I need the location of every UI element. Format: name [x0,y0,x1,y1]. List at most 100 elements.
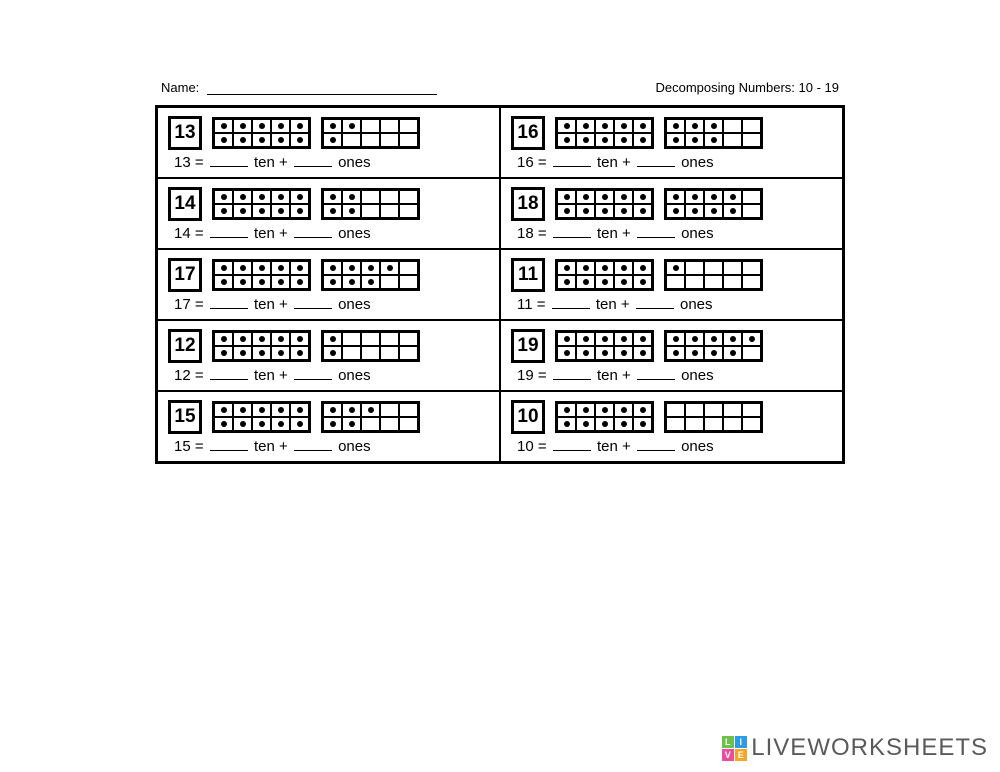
ten-frame-cell [399,204,418,218]
ten-frame-cell [290,133,309,147]
ten-frame-cell [380,346,399,360]
tens-blank[interactable] [210,379,248,380]
worksheet: Name: Decomposing Numbers: 10 - 19 1313 … [155,80,845,464]
name-blank-line[interactable] [207,94,437,95]
ten-frame-cell [342,119,361,133]
ten-frame-cell [214,332,233,346]
ones-blank[interactable] [294,450,332,451]
dot-icon [621,194,627,200]
ones-blank[interactable] [294,166,332,167]
tens-blank[interactable] [552,308,590,309]
ones-label: ones [677,438,714,455]
ten-frame-cell [557,261,576,275]
watermark-logo: LIVE [722,736,747,761]
ten-frame-cell [614,417,633,431]
dot-icon [621,208,627,214]
dot-icon [330,123,336,129]
number-box: 17 [168,258,202,292]
tens-blank[interactable] [210,237,248,238]
dot-icon [349,279,355,285]
dot-icon [240,279,246,285]
tens-blank[interactable] [210,450,248,451]
ten-frame-cell [399,275,418,289]
tens-blank[interactable] [553,450,591,451]
dot-icon [349,421,355,427]
ten-frame-cell [361,403,380,417]
problem-visual-row: 10 [511,400,832,434]
ten-frame-cell [271,332,290,346]
ten-frame-cell [666,190,685,204]
ones-blank[interactable] [637,379,675,380]
dot-icon [240,208,246,214]
dot-icon [583,208,589,214]
ten-frame-cell [633,190,652,204]
ones-blank[interactable] [294,308,332,309]
ones-blank[interactable] [636,308,674,309]
ten-frame [212,188,311,220]
dot-icon [621,421,627,427]
ten-frame-cell [685,417,704,431]
ten-frame-cell [595,275,614,289]
ten-frame [664,188,763,220]
dot-icon [221,208,227,214]
ten-frame-cell [214,204,233,218]
ten-frame-cell [614,346,633,360]
dot-icon [711,208,717,214]
dot-icon [240,265,246,271]
ten-frame-cell [252,190,271,204]
dot-icon [583,194,589,200]
dot-icon [240,194,246,200]
dot-icon [730,336,736,342]
ten-frame-cell [380,275,399,289]
ten-frame [664,117,763,149]
ten-frame [212,117,311,149]
problem-cell: 1212 = ten + ones [157,320,500,391]
ten-label: ten + [250,225,292,242]
dot-icon [221,421,227,427]
ten-frame-cell [685,190,704,204]
dot-icon [221,350,227,356]
ten-frame-cell [233,332,252,346]
dot-icon [278,137,284,143]
ten-frame [321,259,420,291]
tens-blank[interactable] [553,237,591,238]
ones-label: ones [334,154,371,171]
dot-icon [692,123,698,129]
ones-blank[interactable] [294,379,332,380]
problem-cell: 1414 = ten + ones [157,178,500,249]
ten-frame-cell [704,275,723,289]
dot-icon [673,123,679,129]
ten-frame-cell [742,275,761,289]
ten-frame-cell [685,346,704,360]
tens-blank[interactable] [210,166,248,167]
tens-blank[interactable] [553,166,591,167]
ten-frame-cell [666,133,685,147]
ten-frame-cell [271,275,290,289]
ones-blank[interactable] [637,166,675,167]
ten-frame-cell [380,261,399,275]
ten-frame-cell [361,275,380,289]
ten-frame-cell [576,346,595,360]
dot-icon [692,336,698,342]
ones-blank[interactable] [294,237,332,238]
ten-frame-cell [685,275,704,289]
ten-frame-cell [252,275,271,289]
problem-visual-row: 19 [511,329,832,363]
number-box: 13 [168,116,202,150]
ten-frame-cell [323,133,342,147]
tens-blank[interactable] [210,308,248,309]
dot-icon [259,421,265,427]
ones-blank[interactable] [637,450,675,451]
dot-icon [330,421,336,427]
ten-frame-cell [595,119,614,133]
ten-frame-cell [252,133,271,147]
ten-frame-cell [557,275,576,289]
ten-frame [555,117,654,149]
ten-frame-cell [342,190,361,204]
dot-icon [221,336,227,342]
dot-icon [640,279,646,285]
ones-blank[interactable] [637,237,675,238]
tens-blank[interactable] [553,379,591,380]
ten-frame-cell [361,190,380,204]
ten-frame [555,188,654,220]
